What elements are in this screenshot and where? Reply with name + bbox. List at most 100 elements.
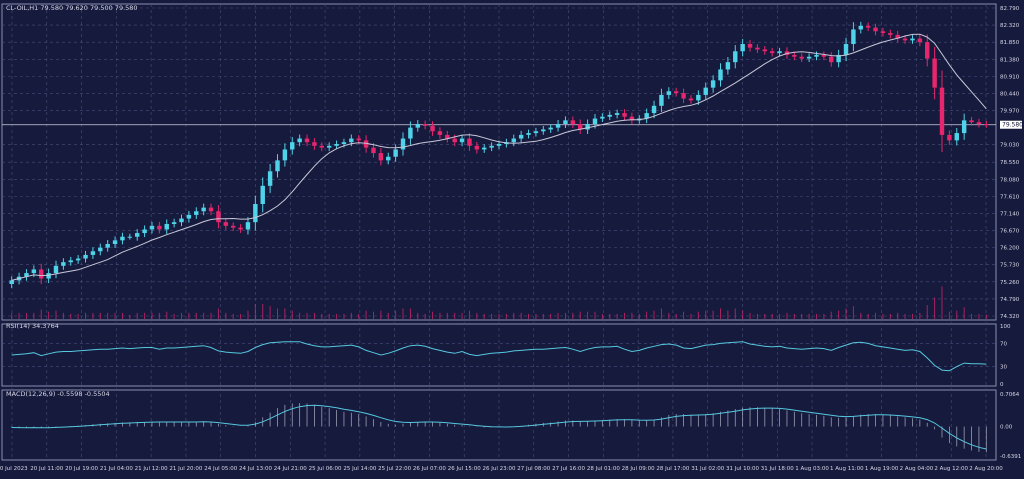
candle-body xyxy=(452,138,457,143)
candle-body xyxy=(954,133,959,141)
candle-body xyxy=(629,116,635,121)
price-label: 76.670 xyxy=(1000,229,1020,235)
candle-body xyxy=(253,204,258,223)
candle-body xyxy=(275,160,280,172)
candle-body xyxy=(578,124,583,130)
candle-body xyxy=(75,258,81,261)
candle-body xyxy=(356,138,361,141)
candle-body xyxy=(829,56,834,63)
candle-body xyxy=(164,224,169,230)
candle-body xyxy=(518,134,524,139)
candle-body xyxy=(415,124,420,128)
time-label: 25 Jul 14:00 xyxy=(343,466,376,472)
price-label: 80.440 xyxy=(1000,91,1020,97)
time-label: 26 Jul 23:00 xyxy=(483,466,516,472)
candle-body xyxy=(179,218,184,223)
macd-histogram xyxy=(11,403,987,453)
candle-body xyxy=(142,229,147,234)
candle-body xyxy=(297,138,302,143)
candle-body xyxy=(105,244,110,248)
candle-body xyxy=(769,51,775,54)
time-label: 2 Aug 04:00 xyxy=(900,466,934,472)
time-label: 1 Aug 19:00 xyxy=(865,466,899,472)
candle-body xyxy=(53,265,59,274)
price-label: 77.610 xyxy=(1000,194,1020,200)
candle-body xyxy=(555,124,561,128)
candle-body xyxy=(127,236,133,238)
candle-body xyxy=(134,233,140,237)
time-label: 26 Jul 15:00 xyxy=(448,466,481,472)
macd-level-label: 0.7064 xyxy=(1000,392,1020,398)
candle-body xyxy=(378,153,384,161)
candle-body xyxy=(9,280,14,284)
candle-body xyxy=(171,222,177,224)
price-label: 76.200 xyxy=(1000,246,1020,252)
candle-body xyxy=(400,138,406,150)
rsi-level-label: 100 xyxy=(1000,324,1011,330)
candle-body xyxy=(755,47,760,50)
candle-body xyxy=(843,44,849,55)
candle-body xyxy=(459,138,465,143)
candle-body xyxy=(718,69,723,81)
candle-body xyxy=(393,149,398,157)
candle-body xyxy=(725,62,731,70)
candle-body xyxy=(969,120,974,123)
time-label: 26 Jul 07:00 xyxy=(413,466,446,472)
candle-body xyxy=(600,116,605,119)
candle-body xyxy=(68,260,73,263)
candle-body xyxy=(858,25,864,30)
time-label: 25 Jul 22:00 xyxy=(378,466,411,472)
price-label: 78.550 xyxy=(1000,160,1020,166)
candle-body xyxy=(703,87,708,95)
candle-body xyxy=(947,134,952,141)
candle-body xyxy=(61,262,66,266)
candle-body xyxy=(777,51,782,54)
candle-body xyxy=(445,134,450,139)
candle-body xyxy=(319,145,325,148)
macd-line xyxy=(11,404,987,450)
price-label: 75.730 xyxy=(1000,263,1020,269)
candle-body xyxy=(363,140,369,148)
candle-body xyxy=(880,31,886,34)
candle-body xyxy=(792,54,797,57)
candle-body xyxy=(895,34,900,39)
candle-body xyxy=(925,42,930,59)
price-label: 75.260 xyxy=(1000,280,1020,286)
candle-body xyxy=(622,113,627,117)
macd-title: MACD(12,26,9) -0.5598 -0.5504 xyxy=(6,390,110,398)
candle-body xyxy=(24,273,29,277)
candle-body xyxy=(563,120,568,124)
time-label: 21 Jul 20:00 xyxy=(169,466,202,472)
time-label: 31 Jul 18:00 xyxy=(761,466,794,472)
time-label: 28 Jul 01:00 xyxy=(587,466,620,472)
candle-body xyxy=(430,125,435,132)
candle-body xyxy=(83,254,88,259)
candle-body xyxy=(851,29,856,44)
price-label: 79.030 xyxy=(1000,143,1020,149)
candle-body xyxy=(659,94,664,106)
candle-body xyxy=(282,149,288,161)
candle-body xyxy=(489,145,494,148)
candle-body xyxy=(733,51,738,63)
candle-body xyxy=(873,27,878,32)
candle-body xyxy=(814,54,819,57)
price-label: 74.790 xyxy=(1000,297,1020,303)
macd-level-label: -0.6391 xyxy=(1000,454,1021,460)
candles xyxy=(9,21,989,288)
candle-body xyxy=(304,138,310,143)
candle-body xyxy=(260,185,265,204)
candle-body xyxy=(614,113,620,115)
candle-body xyxy=(888,33,893,35)
candle-body xyxy=(46,273,51,279)
candle-body xyxy=(592,118,598,124)
candle-body xyxy=(31,269,37,274)
candle-body xyxy=(688,98,694,101)
candle-body xyxy=(821,54,827,57)
candle-body xyxy=(39,269,44,279)
candle-body xyxy=(208,207,214,212)
candle-body xyxy=(526,133,531,135)
candle-body xyxy=(474,145,480,150)
